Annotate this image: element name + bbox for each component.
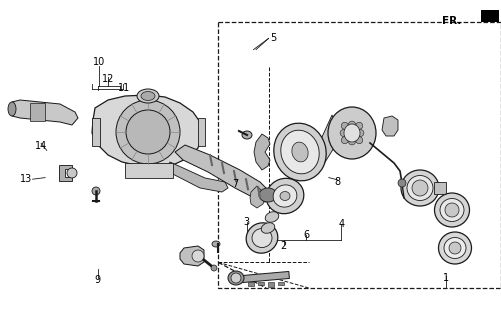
Polygon shape — [180, 246, 203, 266]
Polygon shape — [10, 100, 78, 125]
Ellipse shape — [443, 237, 465, 259]
Ellipse shape — [8, 102, 16, 116]
Ellipse shape — [291, 142, 308, 162]
Text: 5: 5 — [270, 33, 276, 44]
Ellipse shape — [273, 123, 326, 181]
Ellipse shape — [434, 193, 468, 227]
Text: 12: 12 — [102, 74, 114, 84]
Text: FR.: FR. — [441, 16, 460, 26]
Ellipse shape — [241, 131, 252, 139]
Text: 14: 14 — [35, 140, 47, 151]
Circle shape — [348, 138, 355, 145]
Circle shape — [191, 250, 203, 262]
Text: 6: 6 — [303, 230, 309, 240]
Bar — [197, 118, 204, 146]
Polygon shape — [381, 116, 397, 136]
Bar — [278, 282, 284, 285]
Text: 10: 10 — [93, 57, 105, 68]
Polygon shape — [165, 162, 227, 192]
Text: 3: 3 — [242, 217, 248, 228]
Ellipse shape — [327, 107, 375, 159]
Bar — [433, 182, 445, 194]
Ellipse shape — [261, 223, 274, 233]
Circle shape — [397, 179, 405, 187]
Circle shape — [355, 122, 362, 129]
Text: 9: 9 — [95, 275, 101, 285]
Circle shape — [444, 203, 458, 217]
Circle shape — [448, 242, 460, 254]
Text: 11: 11 — [118, 83, 130, 93]
Text: 1: 1 — [442, 273, 448, 284]
Ellipse shape — [406, 175, 432, 201]
Ellipse shape — [343, 124, 359, 142]
Ellipse shape — [439, 198, 463, 221]
Ellipse shape — [211, 241, 219, 247]
Ellipse shape — [280, 130, 319, 174]
Polygon shape — [254, 134, 270, 170]
Text: 13: 13 — [20, 174, 32, 184]
Polygon shape — [92, 95, 201, 167]
Circle shape — [355, 137, 362, 144]
Ellipse shape — [280, 191, 290, 201]
Bar — [125, 163, 173, 178]
Ellipse shape — [438, 232, 470, 264]
Text: 4: 4 — [338, 219, 344, 229]
Circle shape — [230, 273, 240, 283]
Bar — [268, 282, 274, 287]
Polygon shape — [312, 115, 337, 167]
Circle shape — [411, 180, 427, 196]
Polygon shape — [480, 10, 498, 22]
Ellipse shape — [265, 212, 278, 222]
Circle shape — [210, 265, 216, 271]
Polygon shape — [249, 186, 265, 208]
Ellipse shape — [266, 178, 303, 214]
Circle shape — [92, 187, 100, 195]
Bar — [236, 271, 289, 283]
Text: 2: 2 — [280, 241, 286, 252]
Bar — [30, 103, 45, 121]
Ellipse shape — [245, 223, 277, 253]
Ellipse shape — [252, 228, 272, 247]
Polygon shape — [59, 165, 72, 181]
Circle shape — [67, 168, 77, 178]
Polygon shape — [175, 145, 272, 202]
Ellipse shape — [400, 170, 438, 206]
Ellipse shape — [137, 89, 159, 103]
Circle shape — [348, 121, 355, 128]
Circle shape — [339, 130, 346, 137]
Ellipse shape — [141, 92, 155, 100]
Bar — [92, 118, 100, 146]
Circle shape — [356, 130, 363, 137]
Bar — [218, 22, 500, 288]
Text: 8: 8 — [334, 177, 340, 188]
Circle shape — [341, 137, 348, 144]
Ellipse shape — [273, 185, 296, 207]
Bar — [247, 282, 254, 286]
Text: 7: 7 — [231, 179, 237, 189]
Circle shape — [116, 100, 180, 164]
Circle shape — [126, 110, 170, 154]
Ellipse shape — [259, 188, 277, 202]
Circle shape — [341, 122, 348, 129]
Bar — [258, 282, 264, 285]
Ellipse shape — [227, 271, 243, 285]
